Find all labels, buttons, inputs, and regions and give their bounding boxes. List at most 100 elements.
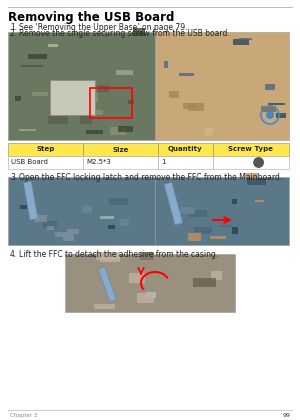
Bar	[118, 126, 133, 132]
Bar	[194, 227, 212, 232]
Bar	[120, 219, 129, 226]
Bar	[110, 127, 126, 135]
Bar	[233, 39, 249, 45]
Bar	[213, 143, 289, 156]
Bar	[265, 84, 275, 90]
Text: USB Board: USB Board	[11, 160, 48, 165]
Bar	[146, 292, 156, 298]
Bar	[220, 226, 231, 228]
Bar	[268, 103, 285, 105]
Bar	[65, 254, 235, 312]
Text: Lift the FFC to detach the adhesive from the casing.: Lift the FFC to detach the adhesive from…	[19, 250, 218, 259]
Bar	[180, 207, 194, 214]
Text: 3.: 3.	[10, 173, 17, 182]
Text: See ‘Removing the Upper Base’ on page 79.: See ‘Removing the Upper Base’ on page 79…	[19, 23, 188, 32]
Circle shape	[266, 111, 274, 119]
Bar	[98, 85, 110, 92]
Bar	[245, 173, 258, 180]
Text: 1: 1	[161, 160, 166, 165]
Bar	[83, 156, 158, 169]
Bar	[178, 73, 194, 76]
Text: Size: Size	[112, 147, 129, 152]
Bar	[47, 226, 54, 230]
Bar	[32, 92, 48, 97]
Bar	[198, 231, 211, 234]
Bar	[109, 198, 128, 205]
Bar	[23, 181, 38, 220]
Bar	[164, 182, 183, 225]
Bar	[15, 96, 20, 100]
Text: 2.: 2.	[10, 29, 17, 38]
Bar	[137, 293, 154, 303]
Bar	[90, 88, 132, 118]
Bar	[96, 252, 120, 260]
Bar	[140, 252, 154, 260]
Text: 4.: 4.	[10, 250, 17, 259]
Bar	[93, 93, 98, 102]
Bar	[8, 32, 155, 140]
Bar	[28, 54, 47, 59]
Bar	[83, 143, 158, 156]
Bar	[158, 143, 213, 156]
Bar	[158, 156, 213, 169]
Bar	[55, 231, 67, 237]
Bar	[213, 156, 289, 169]
Bar	[155, 177, 289, 245]
Bar	[8, 143, 83, 156]
Bar	[43, 221, 57, 228]
Text: Remove the single securing screw from the USB board.: Remove the single securing screw from th…	[19, 29, 230, 38]
Bar	[255, 200, 264, 202]
Bar	[50, 80, 95, 115]
Circle shape	[254, 158, 264, 168]
Bar	[129, 273, 145, 283]
Bar	[232, 227, 238, 234]
Bar	[20, 205, 27, 209]
Bar	[100, 253, 120, 262]
Bar	[82, 206, 92, 213]
Bar	[98, 267, 117, 302]
Text: 1.: 1.	[10, 23, 17, 32]
Text: Open the FFC locking latch and remove the FFC from the Mainboard.: Open the FFC locking latch and remove th…	[19, 173, 282, 182]
Bar	[205, 128, 213, 135]
Text: M2.5*3: M2.5*3	[86, 160, 111, 165]
Text: Step: Step	[36, 147, 55, 152]
Bar	[35, 215, 47, 222]
Bar	[67, 229, 79, 234]
Text: Screw Type: Screw Type	[229, 147, 274, 152]
Bar	[49, 44, 58, 47]
Bar	[239, 38, 252, 40]
Text: 99: 99	[283, 413, 291, 418]
Bar	[155, 32, 289, 140]
Bar	[80, 116, 92, 123]
Bar	[188, 103, 204, 111]
Bar	[247, 178, 266, 185]
Bar	[8, 177, 155, 245]
Text: Quantity: Quantity	[168, 147, 203, 152]
Bar	[210, 236, 226, 239]
Bar	[164, 61, 167, 68]
Bar	[78, 93, 95, 101]
Text: Removing the USB Board: Removing the USB Board	[8, 11, 174, 24]
Bar	[193, 278, 216, 287]
Bar	[183, 102, 196, 109]
Bar	[86, 130, 103, 134]
Bar	[8, 156, 83, 169]
Bar	[116, 70, 133, 74]
Bar	[94, 304, 115, 309]
Bar	[133, 28, 145, 36]
Bar	[19, 129, 36, 131]
Bar	[232, 200, 237, 204]
Bar	[63, 234, 74, 241]
Bar	[188, 210, 207, 217]
Bar	[108, 225, 115, 229]
Text: Chapter 3: Chapter 3	[10, 413, 37, 418]
Bar	[169, 91, 178, 98]
Bar	[49, 116, 68, 123]
Bar	[128, 100, 134, 105]
Bar	[22, 65, 43, 67]
Bar	[211, 270, 222, 280]
Bar	[276, 113, 286, 118]
Bar	[100, 215, 115, 219]
Bar	[188, 233, 201, 241]
Bar	[96, 110, 104, 115]
